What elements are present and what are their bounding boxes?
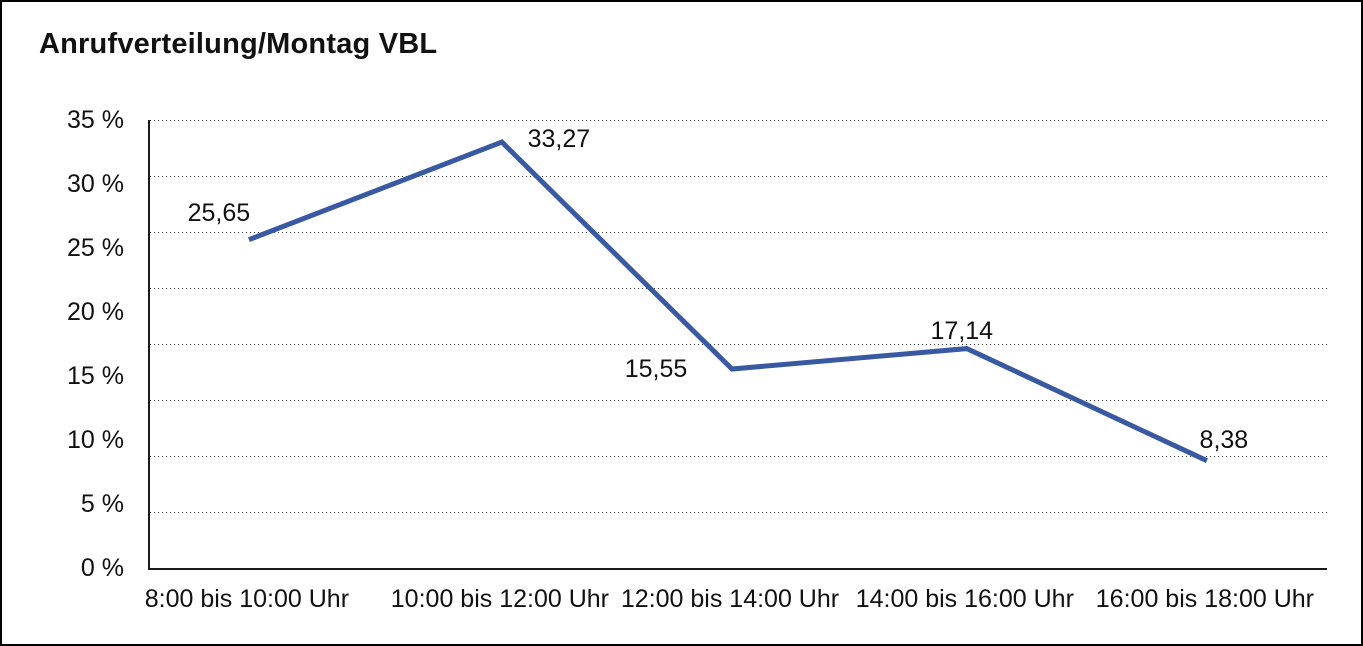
plot-area [148, 120, 1327, 570]
y-grid-line [150, 512, 1327, 513]
y-axis-tick-label: 30 % [67, 170, 124, 198]
y-grid-line [150, 456, 1327, 457]
x-axis-category-label: 8:00 bis 10:00 Uhr [144, 585, 350, 613]
y-axis-tick-label: 10 % [67, 426, 124, 454]
x-axis-category-label: 10:00 bis 12:00 Uhr [390, 585, 609, 613]
y-axis-tick-label: 20 % [67, 298, 124, 326]
data-point-value-label: 25,65 [187, 198, 251, 227]
line-series-svg [248, 139, 1208, 463]
data-point-value-label: 33,27 [527, 125, 591, 154]
x-axis-category-label: 14:00 bis 16:00 Uhr [855, 585, 1074, 613]
y-axis-tick-label: 15 % [67, 362, 124, 390]
y-axis-tick-label: 5 % [80, 490, 124, 518]
trend-line [248, 139, 1208, 463]
x-axis-category-label: 12:00 bis 14:00 Uhr [620, 585, 840, 613]
data-point-value-label: 15,55 [624, 355, 688, 383]
x-axis-category-label: 16:00 bis 18:00 Uhr [1095, 585, 1314, 613]
y-grid-line [150, 120, 1327, 121]
y-grid-line [150, 400, 1327, 401]
y-grid-line [150, 232, 1327, 233]
y-grid-line [150, 288, 1327, 289]
y-axis-tick-label: 35 % [67, 106, 124, 134]
data-point-value-label: 17,14 [930, 316, 994, 345]
y-grid-line [150, 176, 1327, 177]
y-axis-tick-label: 0 % [80, 554, 124, 582]
y-axis-tick-label: 25 % [67, 234, 124, 262]
y-grid-line [150, 344, 1327, 345]
data-point-value-label: 8,38 [1199, 425, 1249, 454]
chart-title: Anrufverteilung/Montag VBL [39, 28, 438, 60]
